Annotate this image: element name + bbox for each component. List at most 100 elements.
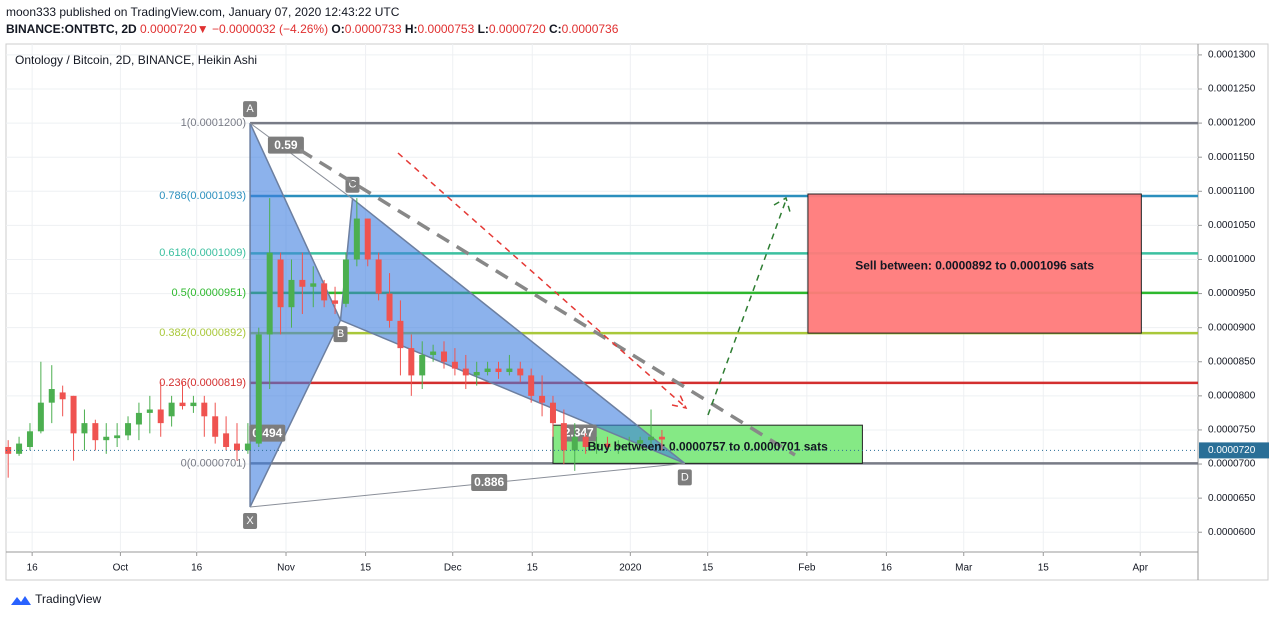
box-labels: Sell between: 0.0000892 to 0.0001096 sat… (588, 259, 1095, 454)
y-tick-label: 0.0000900 (1208, 322, 1256, 333)
y-tick-label: 0.0000700 (1208, 459, 1256, 470)
fib-label: 0.5(0.0000951) (171, 287, 246, 299)
candle-body (168, 402, 175, 417)
brand: TradingView (35, 592, 102, 606)
y-tick-label: 0.0000850 (1208, 356, 1256, 367)
o-label: O: (331, 22, 345, 36)
h-label: H: (404, 22, 418, 36)
candle-body (528, 375, 535, 396)
y-tick-label: 0.0000600 (1208, 527, 1256, 538)
pivot-label: A (246, 103, 254, 115)
chart-title: Ontology / Bitcoin, 2D, BINANCE, Heikin … (15, 53, 257, 67)
arrow: ▼ (196, 22, 209, 36)
candle-body (441, 351, 448, 362)
boxes (552, 193, 1142, 464)
candle-body (255, 334, 262, 444)
c: 0.0000736 (561, 22, 619, 36)
candle-body (637, 440, 644, 444)
candle-body (26, 431, 33, 447)
candle-body (277, 259, 284, 308)
fib-label: 0.236(0.0000819) (159, 377, 246, 389)
candle-body (353, 218, 360, 260)
h: 0.0000753 (417, 22, 475, 36)
candle-body (299, 279, 306, 287)
x-tick-label: 16 (27, 563, 39, 574)
candle-body (430, 351, 437, 355)
x-tick-label: Mar (955, 563, 973, 574)
candle-body (179, 402, 186, 407)
change: −0.0000032 (−4.26%) (211, 22, 329, 36)
fib-label: 0.618(0.0001009) (159, 247, 246, 259)
ratio-label: 2.347 (564, 426, 594, 440)
candle-body (375, 259, 382, 294)
candle-body (560, 423, 567, 451)
x-tick-label: 15 (1038, 563, 1050, 574)
candle-body (419, 354, 426, 376)
candle-body (408, 348, 415, 376)
y-tick-label: 0.0001300 (1208, 50, 1256, 61)
o: 0.0000733 (344, 22, 402, 36)
candle-body (146, 409, 153, 413)
down-arrow (397, 152, 688, 410)
y-tick-label: 0.0000650 (1208, 493, 1256, 504)
pattern-leg (250, 462, 685, 508)
candle-body (484, 368, 491, 372)
x-tick-label: Feb (798, 563, 816, 574)
candle-body (310, 283, 317, 287)
fib-label: 0.786(0.0001093) (159, 190, 246, 202)
frame (5, 43, 1269, 581)
pivot-box (677, 469, 692, 486)
fib-label: 0(0.0000701) (181, 457, 246, 469)
x-tick-label: Dec (444, 563, 462, 574)
symbol: BINANCE:ONTBTC, 2D (6, 22, 137, 36)
candle-body (462, 368, 469, 376)
candle-body (473, 371, 480, 376)
footer: TradingView (10, 592, 101, 607)
candle-body (495, 368, 502, 372)
y-tick-label: 0.0000950 (1208, 288, 1256, 299)
symbol-line: BINANCE:ONTBTC, 2D 0.0000720▼ −0.0000032… (6, 21, 618, 38)
last-price-label: 0.0000720 (1208, 445, 1256, 456)
x-tick-label: 2020 (619, 563, 642, 574)
x-tick-label: Nov (277, 563, 295, 574)
y-tick-label: 0.0001050 (1208, 220, 1256, 231)
pivot-box (243, 512, 258, 529)
candle-body (397, 320, 404, 349)
candle-body (549, 402, 556, 424)
candle-body (48, 389, 55, 403)
pattern-xab (249, 122, 342, 508)
pattern-leg (249, 122, 353, 200)
candle-body (648, 436, 655, 441)
candle-body (81, 423, 88, 434)
pivot-label: C (349, 179, 357, 191)
candle-body (103, 436, 110, 441)
candle-body (5, 446, 12, 454)
candle-body (125, 423, 132, 436)
candle-body (364, 218, 371, 260)
candle-body (212, 416, 219, 437)
x-tick-label: 16 (191, 563, 203, 574)
zone-label: Sell between: 0.0000892 to 0.0001096 sat… (855, 259, 1094, 273)
pivot-box (333, 326, 348, 343)
ratio-box (471, 473, 508, 491)
pivot-label: B (337, 328, 344, 340)
candle-body (135, 412, 142, 425)
candle-body (506, 368, 513, 372)
y-tick-label: 0.0000750 (1208, 425, 1256, 436)
candle-body (517, 368, 524, 376)
y-tick-label: 0.0001250 (1208, 84, 1256, 95)
logo (11, 595, 31, 605)
candle-body (658, 436, 665, 440)
candle-body (571, 436, 578, 451)
ratio-box (267, 136, 304, 154)
zone-label: Buy between: 0.0000757 to 0.0000701 sats (588, 439, 828, 453)
x-tick-label: Oct (113, 563, 129, 574)
candle-body (70, 395, 77, 434)
candle-body (604, 443, 611, 447)
header: moon333 published on TradingView.com, Ja… (6, 4, 618, 38)
last-price-box (1199, 442, 1269, 459)
x-tick-label: 15 (527, 563, 539, 574)
fib-label: 0.382(0.0000892) (159, 327, 246, 339)
candle-body (59, 392, 66, 400)
